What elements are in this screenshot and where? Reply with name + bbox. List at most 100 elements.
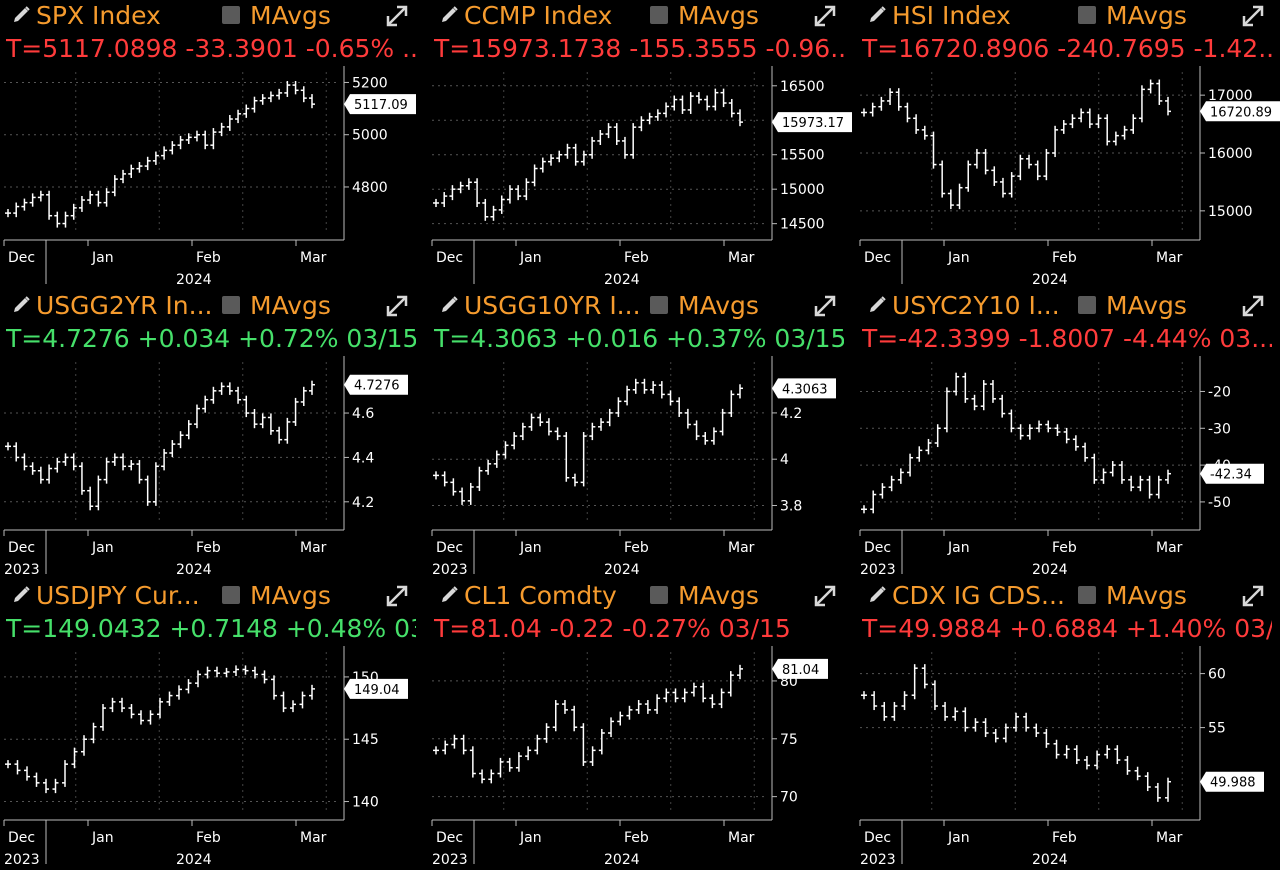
price-bar — [271, 675, 277, 700]
pencil-icon[interactable] — [438, 4, 460, 26]
price-bar — [1013, 712, 1019, 732]
price-bar — [193, 130, 200, 142]
price-bar — [671, 95, 678, 111]
mavgs-checkbox[interactable] — [1078, 296, 1096, 314]
price-bar — [442, 740, 449, 755]
security-title[interactable]: CL1 Comdty — [464, 581, 617, 610]
mavgs-checkbox[interactable] — [1078, 586, 1096, 604]
price-bar — [1147, 79, 1154, 94]
price-bar — [737, 109, 743, 127]
price-bar — [991, 166, 998, 186]
security-title[interactable]: CDX IG CDS... — [892, 581, 1065, 610]
mavgs-checkbox[interactable] — [650, 296, 668, 314]
mavgs-label[interactable]: MAvgs — [250, 1, 331, 30]
price-bar — [37, 190, 44, 202]
price-bar — [243, 104, 250, 118]
price-bar — [210, 128, 217, 150]
mavgs-checkbox[interactable] — [650, 586, 668, 604]
pencil-icon[interactable] — [866, 4, 888, 26]
price-bar — [589, 136, 596, 159]
expand-icon[interactable] — [811, 292, 839, 320]
price-bar — [552, 700, 559, 732]
price-bar — [485, 459, 492, 475]
price-bar — [888, 475, 895, 492]
price-bar — [1078, 108, 1085, 123]
mavgs-label[interactable]: MAvgs — [678, 291, 759, 320]
price-bar — [138, 710, 144, 725]
security-title[interactable]: USGG2YR In... — [36, 291, 213, 320]
price-bar — [525, 746, 532, 761]
y-tick-label: 5200 — [352, 75, 388, 91]
y-tick-label: 55 — [1208, 721, 1226, 737]
expand-icon[interactable] — [1239, 582, 1267, 610]
security-title[interactable]: HSI Index — [892, 1, 1011, 30]
chart-panel: CL1 Comdty MAvgs T=81.04 -0.22 -0.27% 03/1… — [428, 580, 854, 870]
mavgs-label[interactable]: MAvgs — [678, 1, 759, 30]
price-bar — [502, 441, 509, 459]
expand-icon[interactable] — [1239, 292, 1267, 320]
expand-icon[interactable] — [383, 2, 411, 30]
security-title[interactable]: USYC2Y10 I... — [892, 291, 1060, 320]
price-bar — [226, 114, 233, 131]
mavgs-checkbox[interactable] — [222, 6, 240, 24]
expand-icon[interactable] — [811, 2, 839, 30]
x-tick-label: Feb — [624, 830, 649, 846]
price-bar — [136, 162, 143, 173]
price-bar — [913, 114, 920, 134]
price-bar — [980, 380, 987, 411]
pencil-icon[interactable] — [10, 4, 32, 26]
mavgs-label[interactable]: MAvgs — [250, 291, 331, 320]
price-bar — [280, 691, 287, 713]
security-title[interactable]: USDJPY Cur... — [36, 581, 200, 610]
mavgs-label[interactable]: MAvgs — [1106, 581, 1187, 610]
mavgs-label[interactable]: MAvgs — [678, 581, 759, 610]
mavgs-label[interactable]: MAvgs — [250, 581, 331, 610]
mavgs-checkbox[interactable] — [222, 586, 240, 604]
expand-icon[interactable] — [383, 582, 411, 610]
expand-icon[interactable] — [383, 292, 411, 320]
mavgs-label[interactable]: MAvgs — [1106, 291, 1187, 320]
expand-icon[interactable] — [1239, 2, 1267, 30]
mavgs-checkbox[interactable] — [222, 296, 240, 314]
pencil-icon[interactable] — [866, 294, 888, 316]
price-bar — [921, 125, 928, 140]
mavgs-checkbox[interactable] — [1078, 6, 1096, 24]
pencil-icon[interactable] — [10, 294, 32, 316]
price-bar — [589, 746, 596, 766]
y-tick-label: 15500 — [780, 148, 825, 164]
x-tick-label: Dec — [436, 830, 463, 846]
price-bar — [5, 760, 11, 769]
mavgs-checkbox[interactable] — [650, 6, 668, 24]
chart-panel: SPX Index MAvgs T=5117.0898 -33.3901 -0.65… — [0, 0, 426, 290]
price-bar — [441, 192, 448, 208]
price-bar — [128, 704, 135, 719]
price-bar — [29, 462, 36, 475]
price-bar — [284, 417, 291, 444]
price-bar — [1104, 114, 1111, 146]
price-bar — [176, 685, 182, 700]
y-tick-label: 17000 — [1208, 88, 1253, 104]
price-bar — [1134, 766, 1141, 781]
price-bar — [871, 691, 878, 711]
price-bar — [109, 697, 116, 713]
y-tick-label: 15000 — [780, 182, 825, 198]
mavgs-label[interactable]: MAvgs — [1106, 1, 1187, 30]
x-year-label: 2024 — [176, 562, 212, 578]
y-tick-label: 4 — [780, 452, 789, 468]
x-year-label: 2023 — [860, 562, 896, 578]
security-title[interactable]: SPX Index — [36, 1, 161, 30]
price-bar — [451, 734, 458, 749]
price-bar — [267, 91, 274, 103]
y-tick-label: -50 — [1208, 495, 1231, 511]
price-bar — [300, 386, 307, 406]
pencil-icon[interactable] — [866, 584, 888, 606]
price-bar — [650, 381, 657, 394]
svg-text:16720.89: 16720.89 — [1210, 105, 1272, 120]
price-bar — [251, 96, 258, 113]
pencil-icon[interactable] — [438, 294, 460, 316]
security-title[interactable]: USGG10YR I... — [464, 291, 641, 320]
pencil-icon[interactable] — [438, 584, 460, 606]
pencil-icon[interactable] — [10, 584, 32, 606]
security-title[interactable]: CCMP Index — [464, 1, 613, 30]
expand-icon[interactable] — [811, 582, 839, 610]
